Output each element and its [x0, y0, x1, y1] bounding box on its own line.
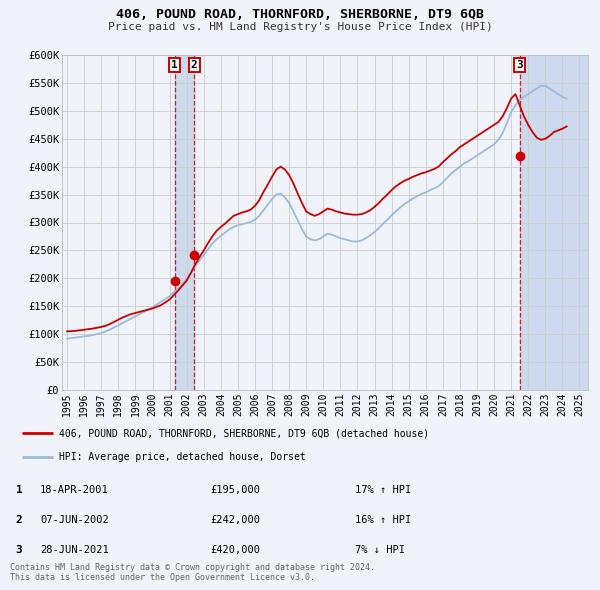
Text: 18-APR-2001: 18-APR-2001	[40, 485, 109, 495]
Text: Contains HM Land Registry data © Crown copyright and database right 2024.
This d: Contains HM Land Registry data © Crown c…	[10, 563, 375, 582]
Bar	[175, 55, 194, 390]
Text: £420,000: £420,000	[210, 545, 260, 555]
Text: HPI: Average price, detached house, Dorset: HPI: Average price, detached house, Dors…	[59, 453, 306, 463]
Text: Price paid vs. HM Land Registry's House Price Index (HPI): Price paid vs. HM Land Registry's House …	[107, 22, 493, 32]
Text: £195,000: £195,000	[210, 485, 260, 495]
Text: 406, POUND ROAD, THORNFORD, SHERBORNE, DT9 6QB (detached house): 406, POUND ROAD, THORNFORD, SHERBORNE, D…	[59, 428, 429, 438]
Text: 2: 2	[191, 60, 197, 70]
Bar	[520, 55, 588, 390]
Text: 406, POUND ROAD, THORNFORD, SHERBORNE, DT9 6QB: 406, POUND ROAD, THORNFORD, SHERBORNE, D…	[116, 8, 484, 21]
Text: £242,000: £242,000	[210, 515, 260, 525]
Text: 1: 1	[16, 485, 22, 495]
Text: 3: 3	[516, 60, 523, 70]
Text: 28-JUN-2021: 28-JUN-2021	[40, 545, 109, 555]
Text: 17% ↑ HPI: 17% ↑ HPI	[355, 485, 411, 495]
Text: 1: 1	[171, 60, 178, 70]
Text: 7% ↓ HPI: 7% ↓ HPI	[355, 545, 405, 555]
Text: 3: 3	[16, 545, 22, 555]
Text: 2: 2	[16, 515, 22, 525]
Text: 07-JUN-2002: 07-JUN-2002	[40, 515, 109, 525]
Text: 16% ↑ HPI: 16% ↑ HPI	[355, 515, 411, 525]
